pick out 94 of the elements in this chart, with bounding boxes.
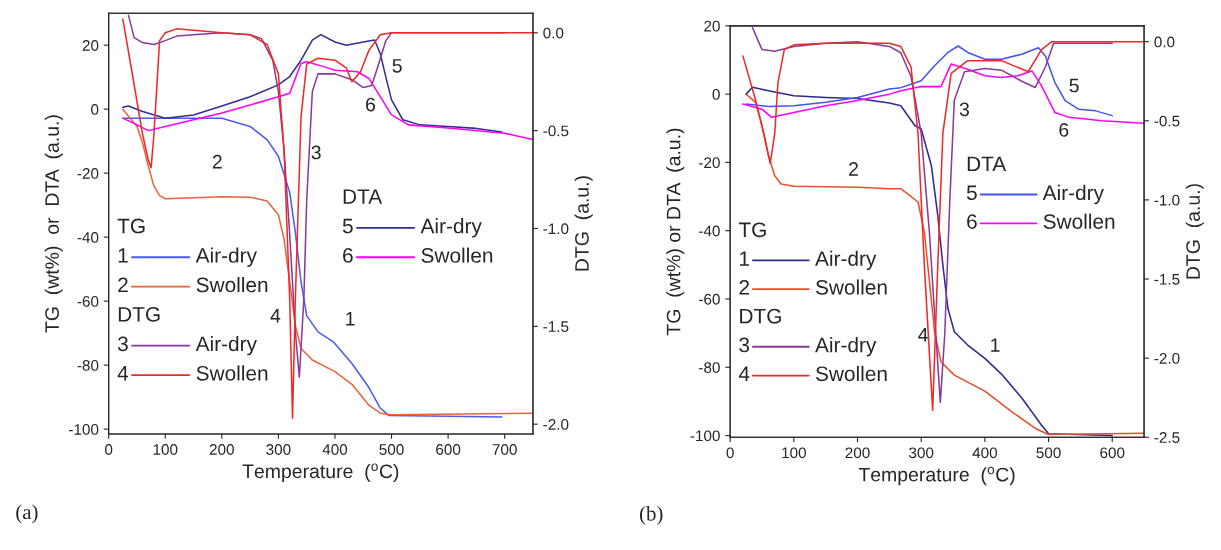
legend-label: Swollen [815,365,887,382]
y2-axis-title: DTG (a.u.) [574,176,593,271]
y-tick-label: 0 [91,104,99,115]
x-tick-label: 600 [436,444,461,455]
x-tick-label: 700 [492,444,517,455]
y2-tick-label: -2.0 [543,419,569,430]
annotation: DTG [118,306,160,322]
x-tick-label: 500 [379,444,404,455]
line-series [122,33,503,133]
y-tick-label: -100 [690,430,720,442]
legend-label: Air-dry [420,218,482,238]
legend-label: Air-dry [1042,184,1104,205]
annotation: DTA [343,189,383,204]
x-axis-title: Temperature ($^{o}$C) [858,466,1015,486]
x-tick-label: 100 [782,447,806,459]
annotation: 2 [849,162,858,176]
x-tick-label: 0 [726,447,734,459]
y-tick-label: 20 [704,20,720,32]
y-tick-label: 20 [82,40,99,51]
text: 5 [342,218,353,234]
legend-label: Swollen [1043,213,1115,229]
legend-label: Air-dry [815,337,877,357]
legend-label: Air-dry [195,335,257,356]
y-axis-title: TG (wt%) or DTA (a.u.) [666,128,685,336]
annotation: 6 [1059,123,1069,137]
x-tick-label: 600 [1100,447,1125,459]
annotation: TG [738,222,766,238]
annotation: 4 [270,309,281,323]
y2-axis-title: DTG (a.u.) [1185,184,1204,279]
annotation: 6 [366,97,376,112]
legend-label: Swollen [196,276,268,293]
x-tick-label: 400 [972,447,998,459]
legend-label: Swollen [196,365,268,381]
text: 1 [740,251,750,266]
line-series [122,61,533,141]
y2-tick-label: -0.5 [1154,115,1180,127]
annotation: DTA [967,156,1007,172]
x-tick-label: 300 [909,447,934,459]
line-series [742,63,1145,124]
x-tick-label: 300 [266,444,291,455]
line-series [745,45,1114,117]
y-tick-label: -40 [699,225,720,237]
annotation: 5 [1069,78,1079,93]
legend-label: Swollen [815,279,887,295]
annotation: 1 [346,312,355,326]
y2-tick-label: -0.5 [543,125,569,137]
x-tick-label: 400 [322,444,348,455]
y2-tick-label: -2.0 [1154,353,1180,364]
y-tick-label: -40 [77,232,99,243]
y2-tick-label: -1.0 [1154,194,1180,206]
y-tick-label: 0 [712,89,720,100]
text: 1 [118,248,128,263]
y2-tick-label: -2.5 [1154,432,1180,443]
x-tick-label: 0 [105,444,113,455]
y-axis-title: TG (wt%) or DTA (a.u.) [44,115,63,333]
y-tick-label: -100 [69,424,99,435]
text: 4 [738,366,750,381]
annotation: 3 [959,102,969,117]
text: (a) [16,504,38,524]
y-tick-label: -20 [77,168,99,179]
y2-tick-label: -1.5 [543,321,569,332]
annotation: DTG [740,308,781,324]
text: 5 [966,185,977,201]
legend-label: Swollen [421,247,493,263]
text: 3 [117,336,128,352]
y-tick-label: -60 [699,293,720,305]
y-tick-label: -80 [699,362,720,373]
text: 4 [117,366,129,381]
annotation: 4 [918,328,928,342]
y-tick-label: -20 [699,157,720,169]
text: (b) [640,505,663,525]
x-tick-label: 200 [209,444,234,455]
text: 6 [343,248,353,263]
annotation: 3 [311,145,321,160]
x-tick-label: 100 [153,444,178,455]
legend-label: Air-dry [195,247,257,267]
annotation: 2 [212,154,222,169]
text: 2 [118,277,128,293]
text: 2 [739,279,749,295]
text: 6 [967,214,977,229]
legend-label: Air-dry [815,250,877,271]
y2-tick-label: -1.0 [543,223,569,235]
y-tick-label: -80 [77,360,99,371]
x-tick-label: 500 [1036,447,1061,459]
x-tick-label: 200 [845,447,870,459]
y2-tick-label: 0.0 [543,27,564,39]
text: 3 [739,337,750,353]
y-tick-label: -60 [77,296,99,307]
y2-tick-label: -1.5 [1154,274,1180,285]
annotation: TG [117,218,145,234]
x-axis-title: Temperature ($^{o}$C) [242,463,399,483]
y2-tick-label: 0.0 [1154,36,1175,48]
annotation: 5 [392,59,402,73]
annotation: 1 [991,338,1000,352]
